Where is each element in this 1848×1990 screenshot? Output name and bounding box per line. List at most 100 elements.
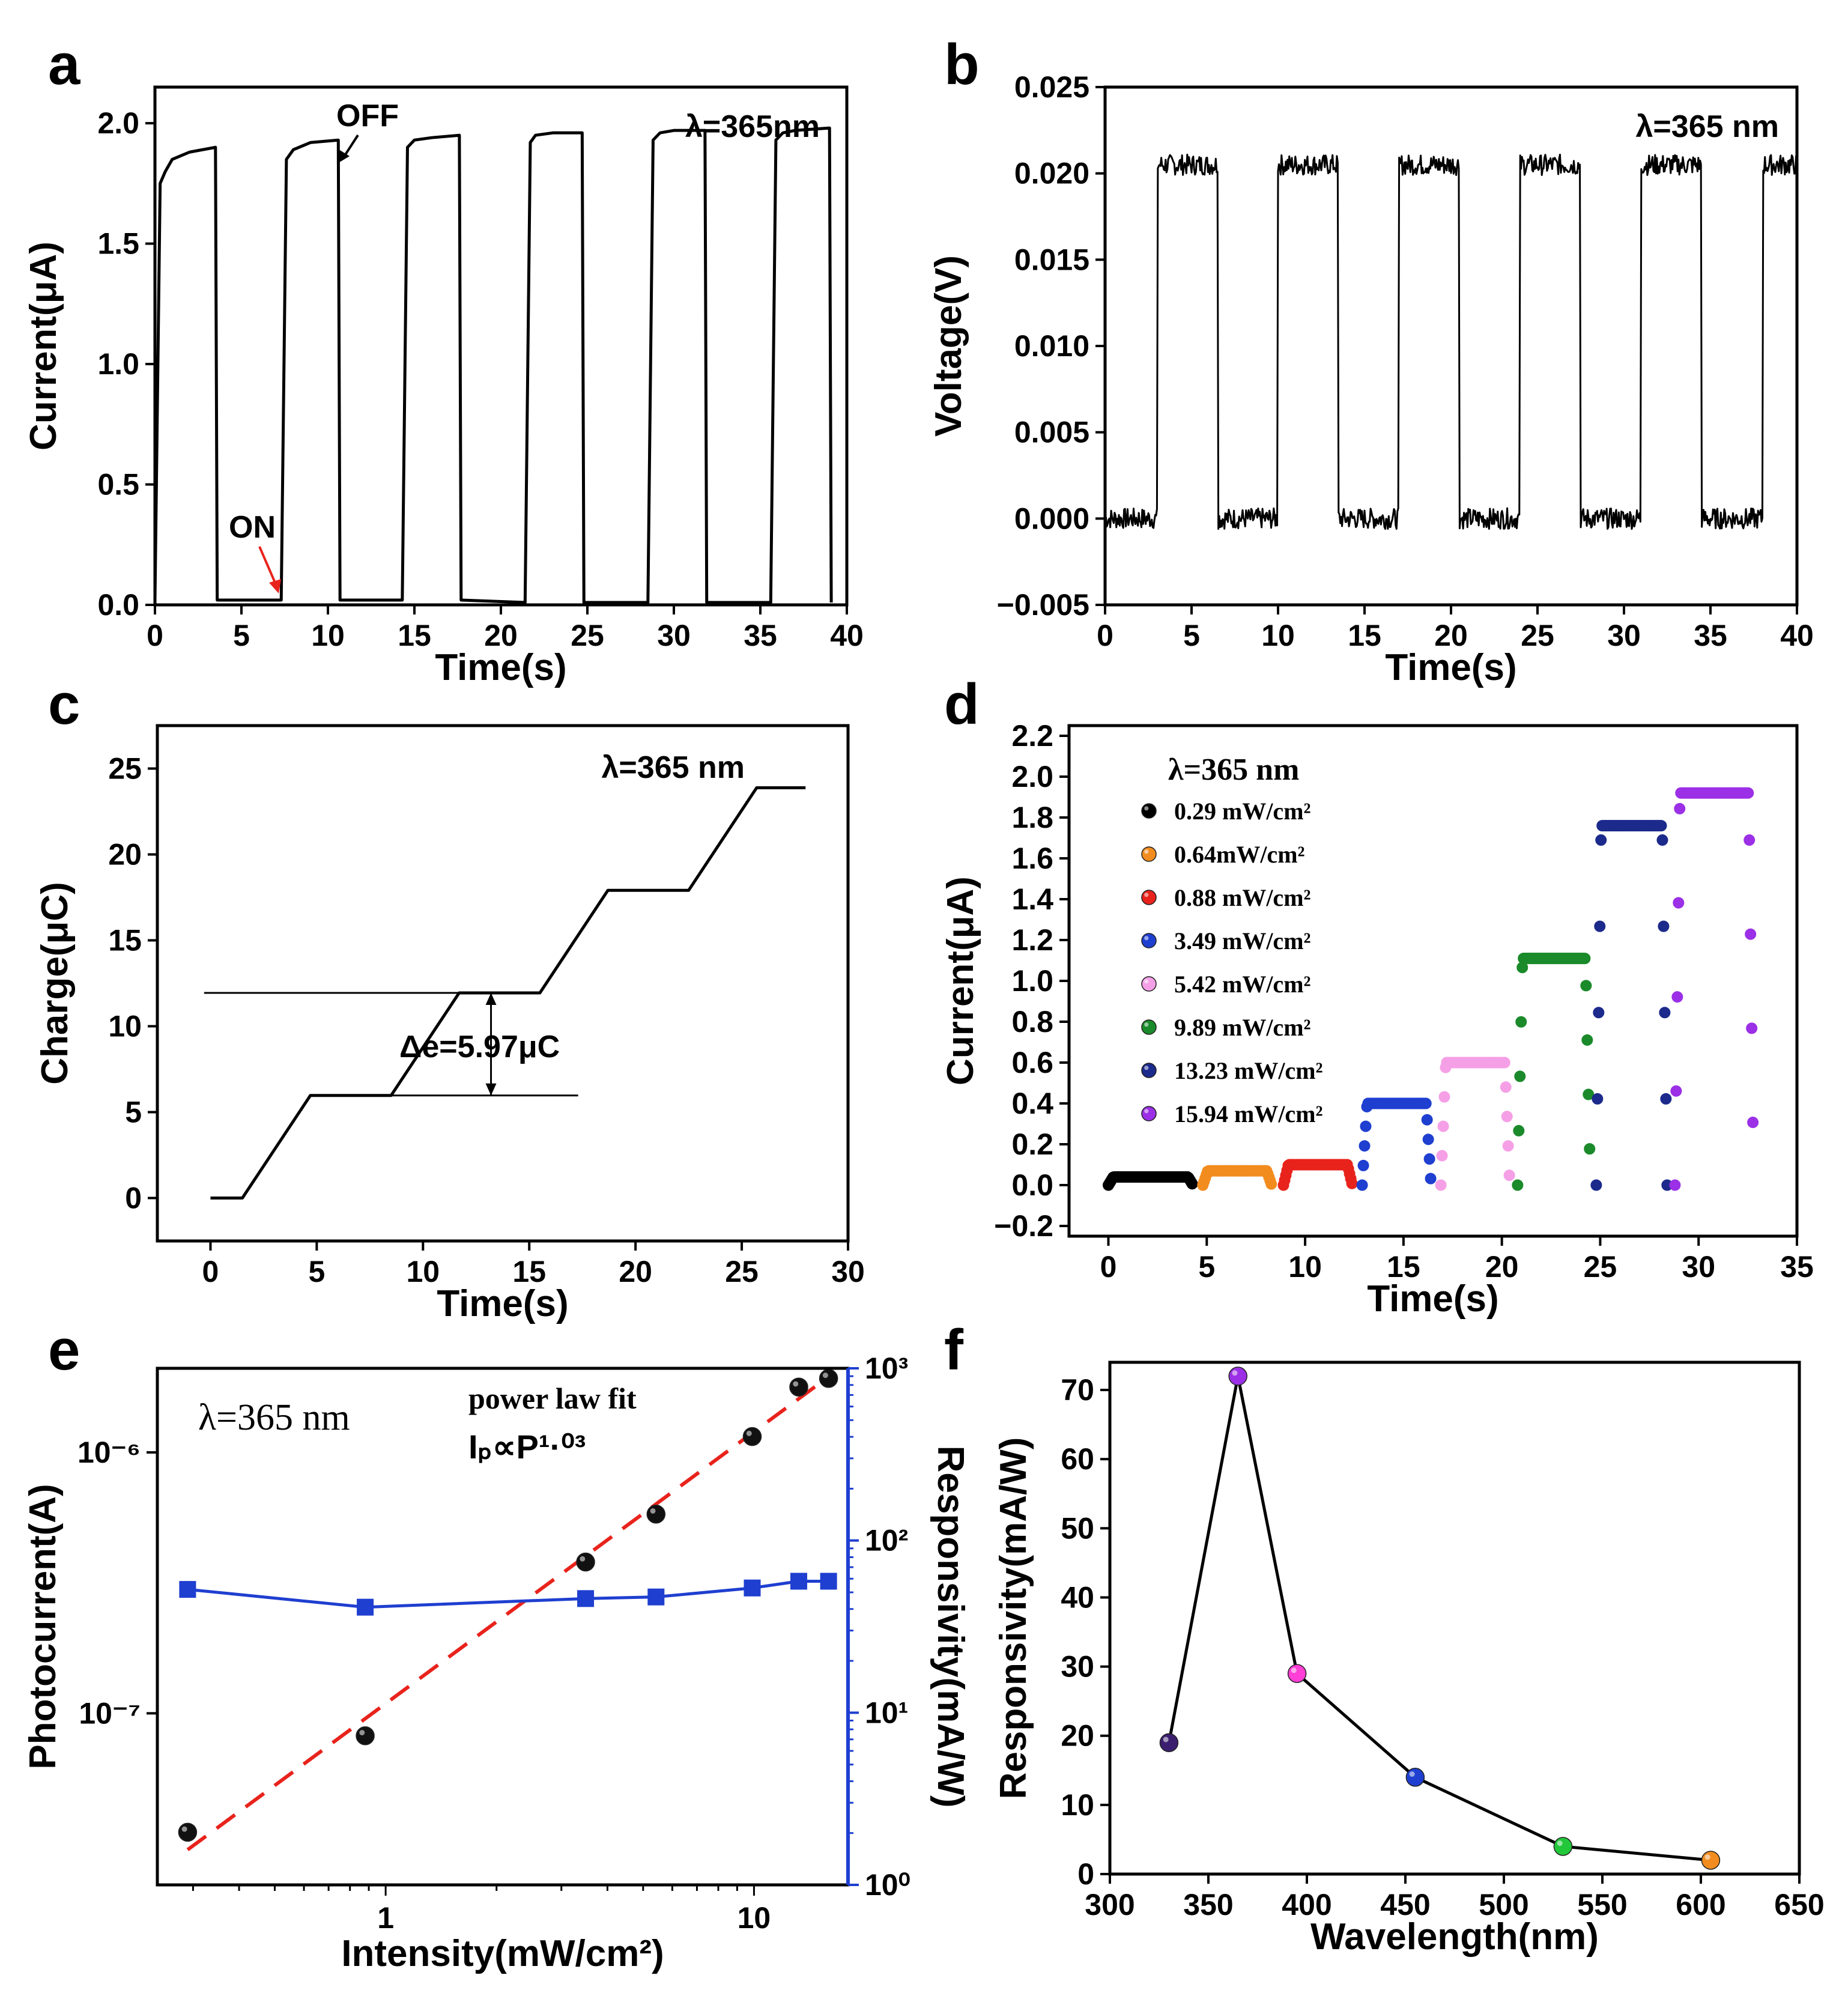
y-tick-label: 0 — [1077, 1857, 1094, 1891]
data-point — [1515, 1016, 1527, 1028]
responsivity-point-highlight — [1163, 1737, 1169, 1743]
data-point — [1357, 1159, 1369, 1171]
x-axis-label: Time(s) — [435, 647, 566, 688]
legend-marker-highlight — [1144, 1022, 1149, 1027]
pulse-series-3 — [1356, 1097, 1437, 1191]
y-tick-label: 0 — [125, 1182, 142, 1215]
legend-label: 9.89 mW/cm² — [1174, 1014, 1311, 1041]
panel-e: e 1 10 10⁻⁷ 10⁻⁶ 10⁰ 10¹ 10² 10³ Intensity(mW/cm²… — [22, 1318, 971, 1974]
panel-d: d 0 5 10 15 20 25 30 35 −0.2 0.0 0.2 0.4 0.6 0.8 1.0 1.2… — [940, 672, 1814, 1320]
data-point — [1593, 1007, 1605, 1019]
data-point — [1659, 1007, 1671, 1019]
y2-tick-label: 10² — [865, 1524, 908, 1558]
panel-letter-a: a — [48, 32, 80, 97]
responsivity-point — [1701, 1851, 1721, 1870]
responsivity-point — [1159, 1733, 1179, 1752]
y-tick-label: 15 — [108, 924, 142, 957]
data-point — [1656, 834, 1668, 846]
panel-f: f 300 350 400 450 500 550 600 650 0 10 20 30 40 50 60 70… — [944, 1318, 1825, 1958]
data-point — [1359, 1140, 1371, 1152]
data-point — [1438, 1091, 1450, 1103]
data-point — [1580, 980, 1592, 992]
x-tick-label: 15 — [398, 619, 431, 652]
y2-tick-label: 10⁰ — [865, 1868, 910, 1902]
responsivity-point — [1287, 1664, 1307, 1683]
fit-title: power law fit — [468, 1382, 637, 1415]
panel-letter-d: d — [944, 672, 980, 736]
x-tick-label: 20 — [1485, 1250, 1519, 1284]
data-point — [1512, 1179, 1524, 1191]
legend-marker — [1141, 1019, 1157, 1035]
wavelength-label: λ=365 nm — [1636, 109, 1780, 144]
photocurrent-point — [356, 1726, 375, 1746]
pulse-series-5 — [1512, 953, 1596, 1191]
y-tick-label: 0.4 — [1011, 1087, 1053, 1120]
data-point — [1498, 1057, 1510, 1069]
data-point — [1513, 1124, 1525, 1136]
data-point — [1584, 1143, 1596, 1155]
y-tick-label: 2.0 — [1011, 760, 1053, 793]
responsivity-point — [820, 1573, 837, 1590]
wavelength-label: λ=365nm — [685, 109, 820, 144]
legend-label: 0.64mW/cm² — [1174, 841, 1305, 868]
off-arrow — [342, 134, 359, 159]
voltage-trace — [1104, 153, 1798, 530]
y2-tick-label: 10³ — [865, 1351, 908, 1385]
data-point — [1579, 953, 1591, 965]
legend-marker — [1141, 1106, 1157, 1121]
panel-a: a 0 5 10 15 20 25 30 35 40 0.0 0.5 1.0 1.5 2.0 Time(s) C… — [23, 32, 864, 688]
legend-label: 0.29 mW/cm² — [1174, 798, 1311, 825]
data-point — [1423, 1153, 1435, 1165]
x-tick-label: 600 — [1676, 1888, 1725, 1922]
data-point — [1660, 1093, 1672, 1105]
delta-arrowhead-down — [485, 1083, 497, 1096]
data-point — [1436, 1150, 1448, 1162]
y-tick-label: 0.0 — [97, 588, 139, 622]
responsivity-point — [790, 1573, 807, 1590]
y-tick-label: 2.0 — [97, 106, 139, 140]
x-tick-label: 25 — [571, 619, 604, 652]
x-tick-label: 10 — [406, 1255, 440, 1288]
x-tick-label: 35 — [1694, 619, 1727, 652]
panel-letter-c: c — [48, 672, 80, 736]
legend-marker-highlight — [1144, 893, 1149, 897]
y-tick-label: 0.2 — [1011, 1127, 1053, 1161]
legend-marker-highlight — [1144, 806, 1149, 811]
y-tick-label: 10⁻⁷ — [79, 1696, 141, 1730]
pulse-series-4 — [1435, 1057, 1515, 1191]
responsivity-point — [1553, 1837, 1573, 1856]
y-tick-label: 0.0 — [1011, 1168, 1053, 1202]
responsivity-line — [187, 1579, 829, 1609]
x-tick-label: 25 — [725, 1255, 759, 1288]
y-tick-label: 0.015 — [1014, 243, 1089, 276]
pulse-series-2 — [1277, 1159, 1358, 1191]
panel-letter-f: f — [944, 1318, 964, 1382]
data-point — [1592, 1093, 1604, 1105]
x-tick-label: 25 — [1584, 1250, 1617, 1284]
panel-b: b 0 5 10 15 20 25 30 35 40 −0.005 0.000 0.005 0.010 0.… — [928, 32, 1814, 688]
data-point — [1595, 834, 1607, 846]
power-law-fit-line — [186, 1375, 830, 1851]
legend-title: λ=365 nm — [1168, 753, 1299, 787]
data-point — [1356, 1179, 1368, 1191]
y-tick-label: 1.0 — [97, 347, 139, 381]
x-tick-label: 20 — [1434, 619, 1468, 652]
y-tick-label: 20 — [108, 838, 142, 872]
responsivity-point-highlight — [1291, 1667, 1297, 1673]
x-tick-label: 550 — [1577, 1888, 1627, 1922]
y-tick-label: 0.005 — [1014, 416, 1089, 449]
y-tick-label: −0.005 — [997, 588, 1089, 622]
legend-marker — [1141, 846, 1157, 862]
x-tick-label: 30 — [1682, 1250, 1715, 1284]
y-tick-label: 40 — [1061, 1580, 1094, 1614]
x-tick-label: 0 — [1100, 1250, 1117, 1284]
data-point — [1746, 1022, 1758, 1034]
data-point — [1583, 1088, 1595, 1100]
data-point — [1670, 1085, 1682, 1097]
y-tick-label: 20 — [1061, 1719, 1094, 1753]
delta-label: Δe=5.97μC — [399, 1030, 560, 1064]
x-tick-label: 10 — [1288, 1250, 1322, 1284]
wavelength-label: λ=365 nm — [602, 750, 745, 785]
x-tick-label: 20 — [619, 1255, 652, 1288]
